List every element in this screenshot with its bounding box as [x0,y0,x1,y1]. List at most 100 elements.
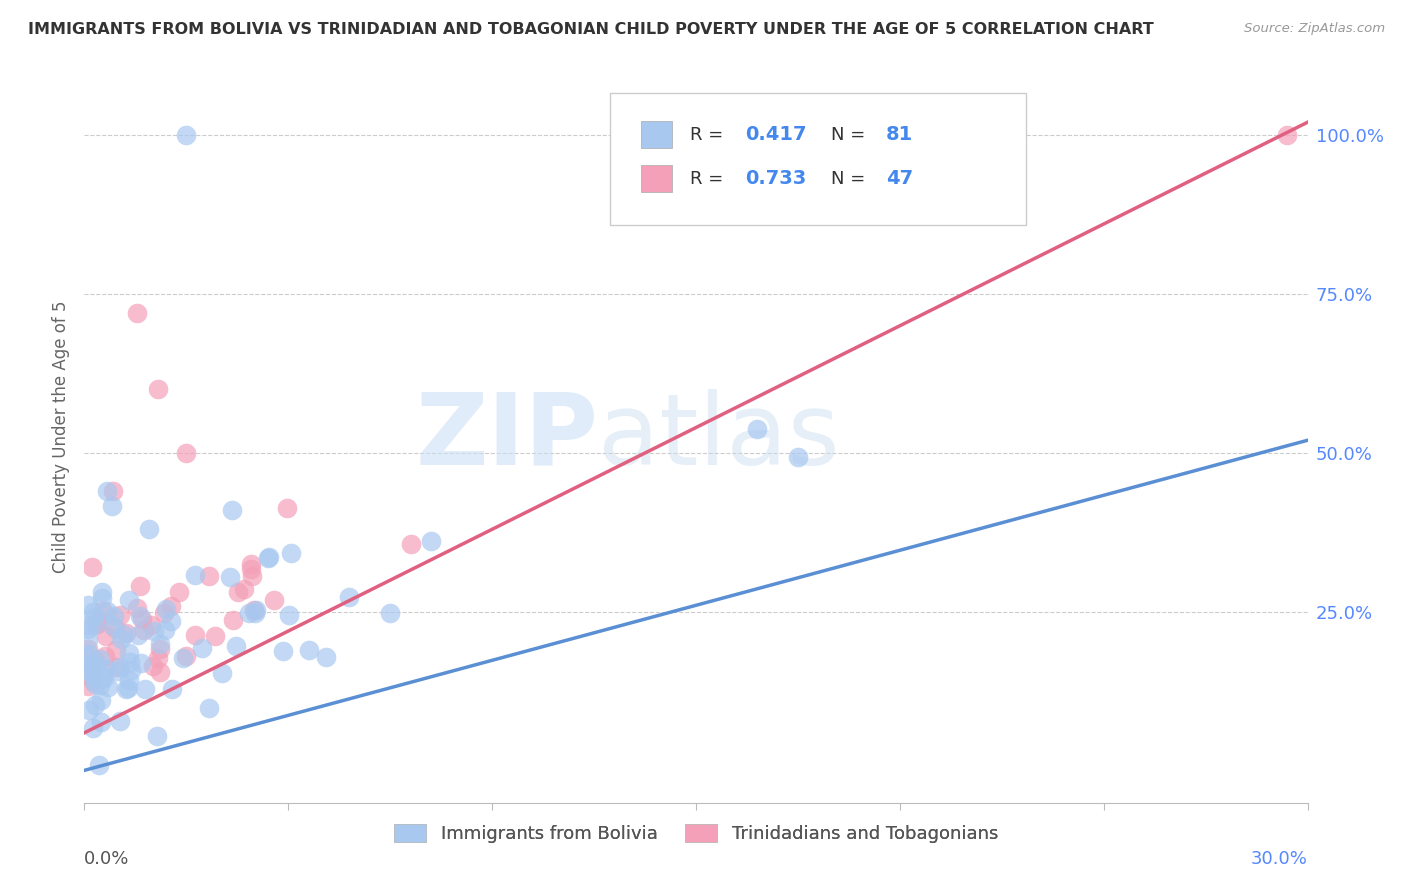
Point [276,500,298,515]
Point [174,128,197,142]
Point [159,615,181,629]
Point [77,617,100,632]
Point [257,549,280,564]
Point [93,671,115,685]
Point [280,546,302,560]
Point [277,608,299,623]
Bar [641,165,672,192]
Point [228,584,250,599]
Point [91,585,114,599]
Point [218,570,240,584]
Point [80,665,103,680]
Point [77,632,100,647]
Text: R =: R = [690,126,728,144]
Point [399,537,422,551]
Point [96,604,118,618]
Point [115,626,138,640]
Point [339,591,361,605]
Point [96,484,118,499]
Point [82,673,104,688]
Point [77,702,100,716]
Point [183,567,205,582]
Point [80,661,103,675]
Point [101,484,124,499]
Point [263,592,285,607]
Text: 0.733: 0.733 [745,169,806,188]
Point [204,629,226,643]
Point [84,698,107,712]
Point [127,306,149,320]
Point [240,561,263,575]
Text: 81: 81 [886,126,912,145]
Point [108,714,131,728]
Point [315,650,337,665]
Text: IMMIGRANTS FROM BOLIVIA VS TRINIDADIAN AND TOBAGONIAN CHILD POVERTY UNDER THE AG: IMMIGRANTS FROM BOLIVIA VS TRINIDADIAN A… [28,22,1154,37]
Text: Source: ZipAtlas.com: Source: ZipAtlas.com [1244,22,1385,36]
Point [134,681,156,696]
Point [271,644,294,658]
Point [110,660,132,674]
Point [146,383,169,397]
Point [80,657,103,671]
Y-axis label: Child Poverty Under the Age of 5: Child Poverty Under the Age of 5 [52,301,70,574]
Point [240,557,263,571]
Point [83,673,105,687]
Point [233,582,256,596]
Point [91,604,114,618]
Point [245,602,267,616]
Point [129,657,152,671]
Point [211,665,233,680]
Point [104,660,127,674]
Point [142,624,165,639]
Point [82,605,104,619]
Text: 47: 47 [886,169,912,188]
Point [110,607,132,622]
Point [87,613,110,627]
Point [83,610,105,624]
Point [1277,128,1299,142]
Point [120,663,142,677]
Point [84,657,107,671]
Point [91,591,114,605]
Legend: Immigrants from Bolivia, Trinidadians and Tobagonians: Immigrants from Bolivia, Trinidadians an… [385,815,1007,852]
Point [132,623,155,637]
Point [146,729,169,743]
Point [174,446,197,460]
Point [101,619,124,633]
Point [257,551,280,566]
Point [80,560,103,574]
Text: 30.0%: 30.0% [1251,850,1308,868]
Point [245,607,267,621]
Point [222,613,245,627]
Point [221,503,243,517]
Point [198,701,221,715]
Point [77,650,100,665]
Point [149,665,172,679]
Point [104,643,127,657]
Point [380,607,402,621]
Point [155,602,177,616]
Point [115,681,138,696]
Point [172,651,194,665]
Text: R =: R = [690,169,728,188]
Point [90,693,112,707]
Point [118,592,141,607]
Point [118,673,141,688]
Point [191,641,214,656]
Point [169,585,191,599]
Point [93,648,115,663]
Point [82,721,104,735]
Point [89,652,111,666]
Point [160,681,183,696]
Text: 0.417: 0.417 [745,126,807,145]
Point [127,628,149,642]
Point [79,647,101,661]
Point [142,659,165,673]
Point [141,618,163,632]
Text: N =: N = [831,126,870,144]
Text: N =: N = [831,169,870,188]
Point [149,642,172,657]
Point [101,500,124,514]
Point [90,715,112,730]
Point [146,651,169,665]
